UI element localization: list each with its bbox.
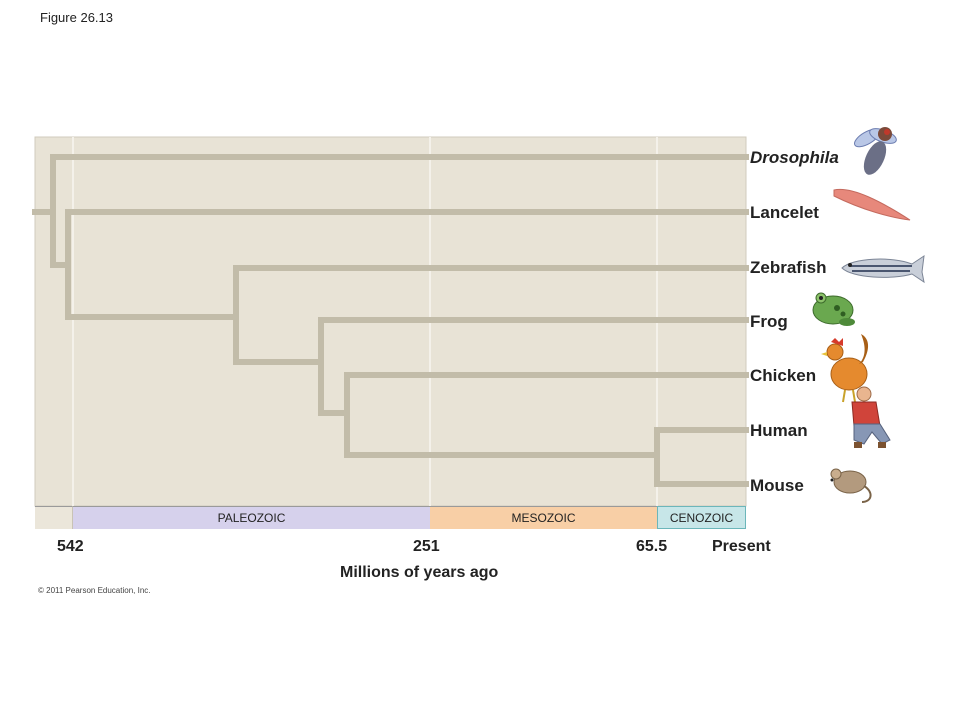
taxon-drosophila: Drosophila (750, 148, 839, 167)
era-paleozoic: PALEOZOIC (73, 506, 430, 529)
tick-251: 251 (413, 538, 440, 555)
zebrafish-icon (841, 254, 925, 284)
era-precambrian (35, 506, 73, 529)
tick-542: 542 (57, 538, 84, 555)
taxon-lancelet: Lancelet (750, 203, 819, 222)
tree-branches (32, 154, 749, 487)
tick-65-5: 65.5 (636, 538, 668, 555)
mouse-icon (830, 468, 872, 503)
figure-label: Figure 26.13 (40, 10, 113, 25)
era-cenozoic: CENOZOIC (657, 506, 746, 529)
era-mesozoic: MESOZOIC (430, 506, 657, 529)
fly-icon (854, 127, 897, 175)
taxon-frog: Frog (750, 312, 788, 331)
copyright-notice: © 2011 Pearson Education, Inc. (38, 586, 151, 595)
lancelet-icon (833, 188, 911, 221)
taxon-mouse: Mouse (750, 476, 804, 495)
human-icon (851, 386, 891, 448)
axis-title: Millions of years ago (340, 564, 499, 581)
taxon-chicken: Chicken (750, 366, 817, 385)
tick-present: Present (712, 538, 771, 555)
taxon-human: Human (750, 421, 808, 440)
frog-icon (812, 292, 855, 326)
taxon-zebrafish: Zebrafish (750, 258, 827, 277)
phylogenetic-tree (32, 127, 925, 507)
chicken-icon (821, 334, 869, 403)
